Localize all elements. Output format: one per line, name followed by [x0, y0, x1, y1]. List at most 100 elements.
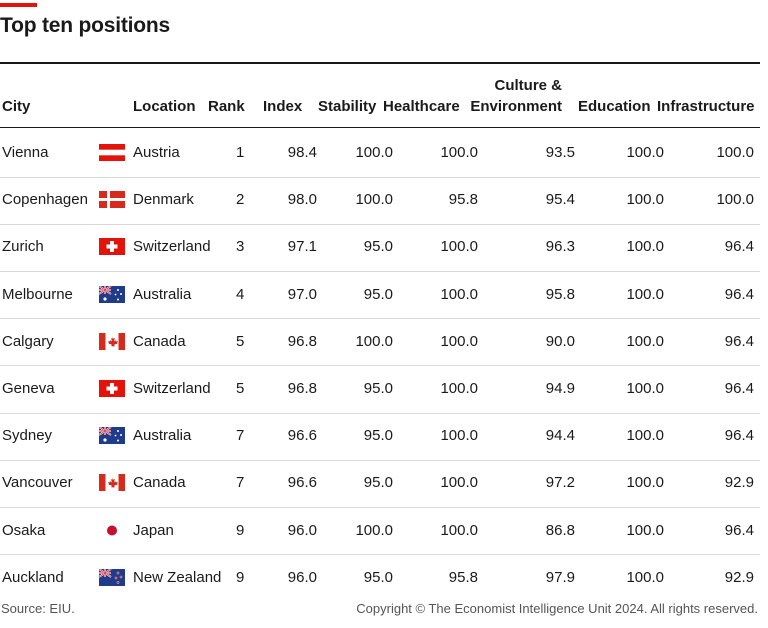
- cell-rank: 7: [236, 427, 245, 445]
- cell-healthcare: 100.0: [440, 285, 478, 303]
- cell-stability: 100.0: [355, 332, 393, 350]
- cell-index: 96.0: [287, 521, 317, 539]
- cell-stability: 95.0: [363, 427, 393, 445]
- row-separator: [0, 177, 760, 178]
- cell-index: 96.6: [287, 427, 317, 445]
- copyright-note: Copyright © The Economist Intelligence U…: [356, 601, 758, 616]
- cell-location: Denmark: [133, 191, 194, 209]
- cell-city: Geneva: [2, 380, 55, 397]
- row-separator: [0, 224, 760, 225]
- cell-location: Australia: [133, 427, 192, 445]
- cell-education: 100.0: [626, 332, 664, 350]
- cell-rank: 9: [236, 568, 245, 586]
- cell-index: 96.8: [287, 332, 317, 350]
- cell-index: 97.1: [287, 238, 317, 256]
- cell-location: Japan: [133, 521, 174, 539]
- cell-location: Canada: [133, 332, 186, 350]
- cell-education: 100.0: [626, 238, 664, 256]
- cell-culture: 94.4: [545, 427, 575, 445]
- cell-stability: 100.0: [355, 144, 393, 161]
- cell-infrastructure: 92.9: [724, 474, 754, 492]
- cell-rank: 2: [236, 191, 245, 209]
- header-healthcare: Healthcare: [383, 98, 460, 115]
- canada-flag-icon: [99, 332, 125, 350]
- page-title: Top ten positions: [0, 14, 171, 37]
- cell-rank: 7: [236, 474, 245, 492]
- cell-healthcare: 100.0: [440, 332, 478, 350]
- cell-education: 100.0: [626, 474, 664, 492]
- denmark-flag-icon: [99, 191, 125, 209]
- cell-location: Australia: [133, 285, 192, 303]
- cell-city: Zurich: [2, 238, 44, 256]
- cell-healthcare: 100.0: [440, 521, 478, 539]
- cell-culture: 97.2: [545, 474, 575, 492]
- row-separator: [0, 318, 760, 319]
- canada-flag-icon: [99, 474, 125, 492]
- cell-index: 98.4: [287, 144, 317, 161]
- cell-city: Calgary: [2, 332, 54, 350]
- australia-flag-icon: [98, 284, 125, 303]
- cell-healthcare: 100.0: [440, 474, 478, 492]
- header-education: Education: [578, 98, 651, 115]
- cell-education: 100.0: [626, 427, 664, 445]
- row-separator: [0, 507, 760, 508]
- cell-rank: 9: [236, 521, 245, 539]
- header-city: City: [2, 98, 31, 115]
- cell-healthcare: 95.8: [448, 568, 478, 586]
- cell-rank: 4: [236, 285, 245, 303]
- cell-healthcare: 100.0: [440, 380, 478, 397]
- cell-infrastructure: 96.4: [724, 380, 754, 397]
- cell-culture: 95.8: [545, 285, 575, 303]
- header-infrastructure: Infrastructure: [657, 98, 755, 115]
- switzerland-flag-icon: [99, 238, 125, 256]
- cell-culture: 97.9: [545, 568, 575, 586]
- cell-culture: 93.5: [545, 144, 575, 161]
- australia-flag-icon: [98, 426, 125, 445]
- cell-education: 100.0: [626, 521, 664, 539]
- cell-index: 98.0: [287, 191, 317, 209]
- header-rank: Rank: [208, 98, 245, 115]
- header-stability: Stability: [318, 98, 377, 115]
- cell-culture: 95.4: [545, 191, 575, 209]
- cell-stability: 95.0: [363, 238, 393, 256]
- cell-infrastructure: 100.0: [716, 144, 754, 161]
- cell-infrastructure: 96.4: [724, 238, 754, 256]
- cell-stability: 95.0: [363, 380, 393, 397]
- cell-city: Vancouver: [2, 474, 73, 492]
- cell-education: 100.0: [626, 191, 664, 209]
- cell-rank: 3: [236, 238, 245, 256]
- cell-infrastructure: 96.4: [724, 332, 754, 350]
- cell-city: Melbourne: [2, 285, 73, 303]
- row-separator: [0, 271, 760, 272]
- row-separator: [0, 554, 760, 555]
- cell-city: Auckland: [2, 568, 64, 586]
- cell-education: 100.0: [626, 285, 664, 303]
- cell-stability: 95.0: [363, 568, 393, 586]
- cell-location: Canada: [133, 474, 186, 492]
- cell-stability: 100.0: [355, 191, 393, 209]
- row-separator: [0, 413, 760, 414]
- cell-culture: 86.8: [545, 521, 575, 539]
- header-rule: [0, 127, 760, 128]
- cell-location: Austria: [133, 144, 180, 161]
- cell-index: 96.8: [287, 380, 317, 397]
- cell-city: Osaka: [2, 521, 46, 539]
- cell-city: Sydney: [2, 427, 53, 445]
- cell-culture: 94.9: [545, 380, 575, 397]
- austria-flag-icon: [99, 144, 125, 161]
- cell-culture: 90.0: [545, 332, 575, 350]
- cell-education: 100.0: [626, 144, 664, 161]
- cell-city: Copenhagen: [2, 191, 88, 209]
- cell-infrastructure: 96.4: [724, 521, 754, 539]
- header-location: Location: [133, 98, 196, 115]
- cell-stability: 95.0: [363, 285, 393, 303]
- cell-location: Switzerland: [133, 238, 211, 256]
- cell-healthcare: 100.0: [440, 238, 478, 256]
- cell-infrastructure: 100.0: [716, 191, 754, 209]
- cell-rank: 1: [236, 144, 245, 161]
- row-separator: [0, 365, 760, 366]
- header-culture-line2: Environment: [470, 98, 562, 115]
- cell-culture: 96.3: [545, 238, 575, 256]
- switzerland-flag-icon: [99, 380, 125, 397]
- cell-healthcare: 100.0: [440, 427, 478, 445]
